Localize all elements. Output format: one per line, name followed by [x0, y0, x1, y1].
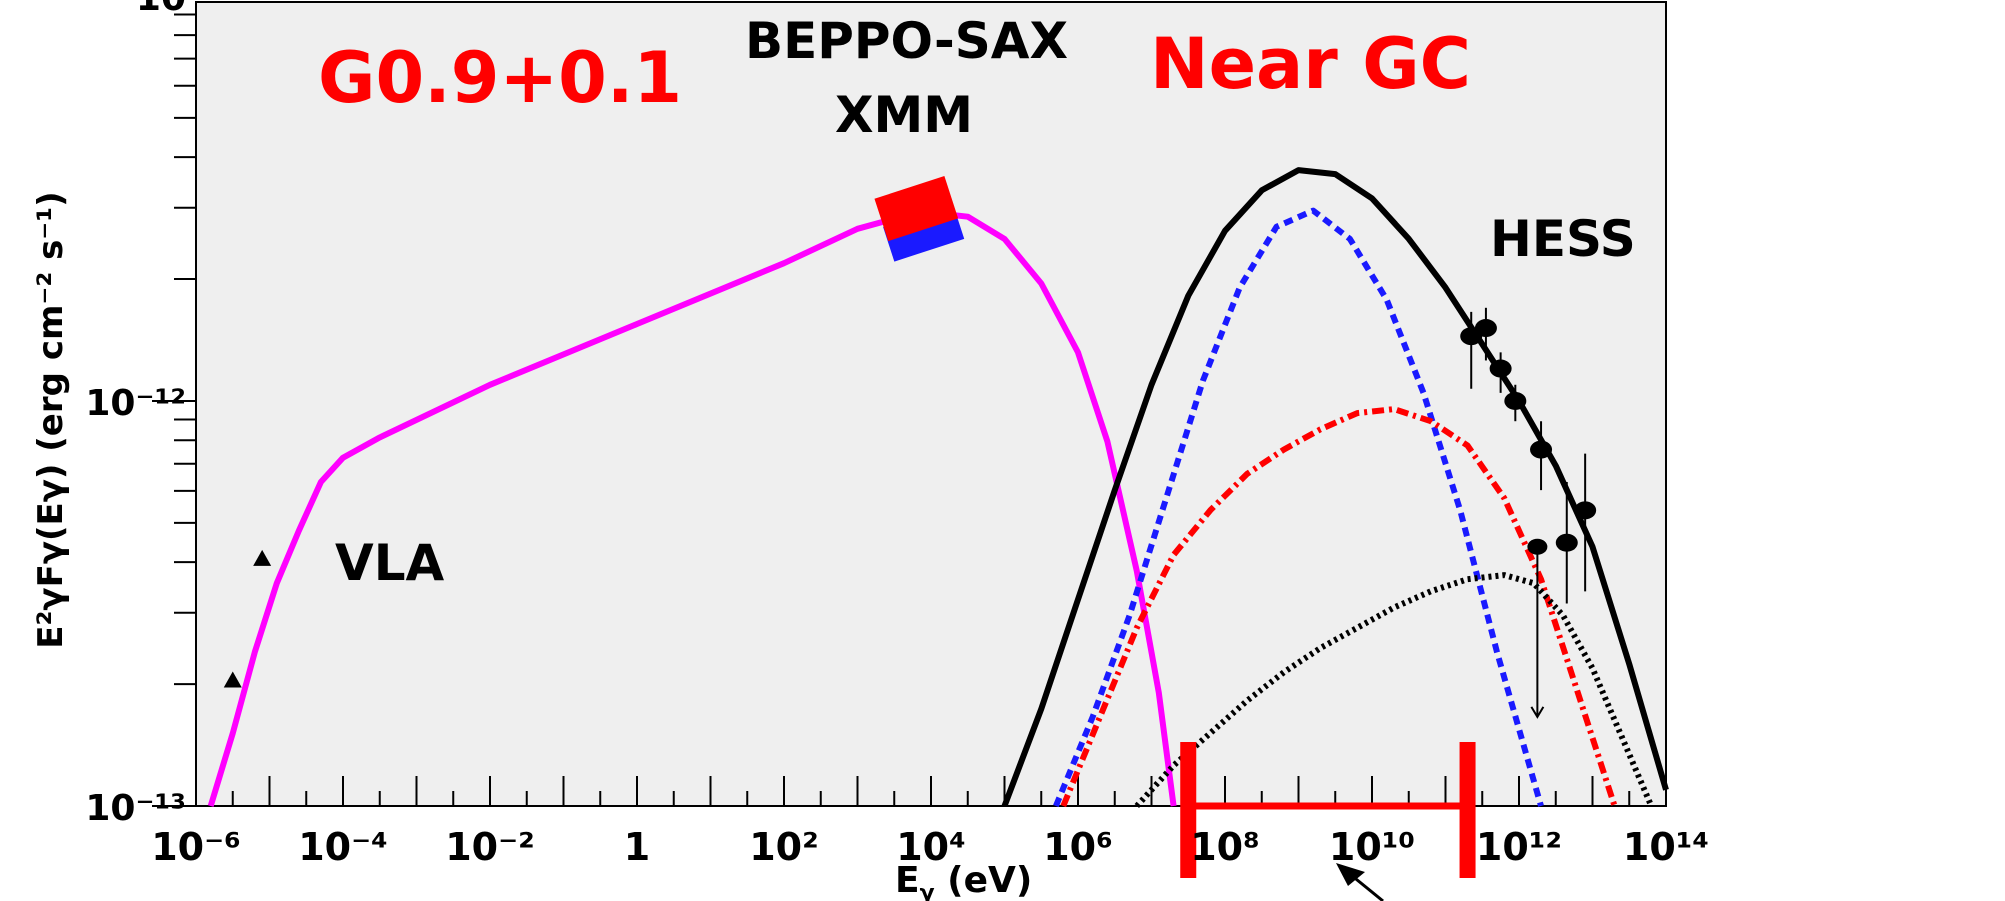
beppo-sax-data-box: [874, 176, 959, 242]
hess-label: HESS: [1490, 210, 1636, 268]
model-curve: [1053, 207, 1544, 808]
y-tick-label: 10⁻¹²: [85, 383, 186, 424]
y-tick-label: 10⁻¹³: [85, 788, 186, 829]
y-axis-title: E²γFγ(Eγ) (erg cm⁻² s⁻¹): [31, 191, 71, 648]
x-axis-title-main: E: [895, 860, 920, 901]
hess-data-point: [1489, 359, 1512, 378]
x-tick-label: 10⁸: [1190, 825, 1260, 869]
energy-range-bar-right-end: [1459, 742, 1476, 878]
beppo-sax-label: BEPPO-SAX: [745, 12, 1068, 70]
hess-data-point: [1504, 391, 1527, 410]
x-tick-label: 10⁻²: [445, 825, 535, 869]
model-curve: [207, 209, 1177, 807]
x-tick-label: 10⁻⁴: [298, 825, 388, 869]
y-tick-label: 10: [136, 0, 186, 19]
pointer-arrow-head: [1336, 863, 1365, 886]
x-tick-label: 1: [624, 825, 650, 869]
model-curve: [1060, 406, 1618, 808]
plot-area: [195, 1, 1667, 807]
model-curve: [1134, 572, 1655, 809]
hess-upper-limit-arrowhead: [1530, 706, 1545, 719]
vla-label: VLA: [335, 534, 445, 592]
x-tick-label: 10¹⁰: [1329, 825, 1415, 869]
vla-data-point: [253, 549, 272, 566]
hess-data-point: [1474, 319, 1497, 338]
near-gc-label: Near GC: [1150, 23, 1471, 105]
model-curve: [1001, 167, 1669, 808]
hess-data-point: [1530, 440, 1553, 459]
x-axis-title: Eγ (eV): [895, 860, 1032, 901]
x-tick-label: 10⁶: [1043, 825, 1113, 869]
x-tick-label: 10⁻⁶: [151, 825, 241, 869]
x-tick-label: 10⁴: [896, 825, 966, 869]
x-tick-label: 10¹²: [1476, 825, 1562, 869]
x-axis-title-sub: γ: [920, 881, 935, 901]
hess-data-point: [1574, 501, 1597, 520]
x-tick-label: 10¹⁴: [1623, 825, 1709, 869]
xmm-label: XMM: [835, 86, 973, 144]
source-name-label: G0.9+0.1: [318, 37, 682, 119]
x-tick-label: 10²: [749, 825, 819, 869]
vla-data-point: [223, 671, 242, 688]
x-axis-title-rest: (eV): [935, 860, 1033, 901]
hess-upper-limit-point: [1527, 538, 1548, 555]
hess-data-point: [1555, 533, 1578, 552]
energy-range-bar-left-end: [1180, 742, 1197, 878]
